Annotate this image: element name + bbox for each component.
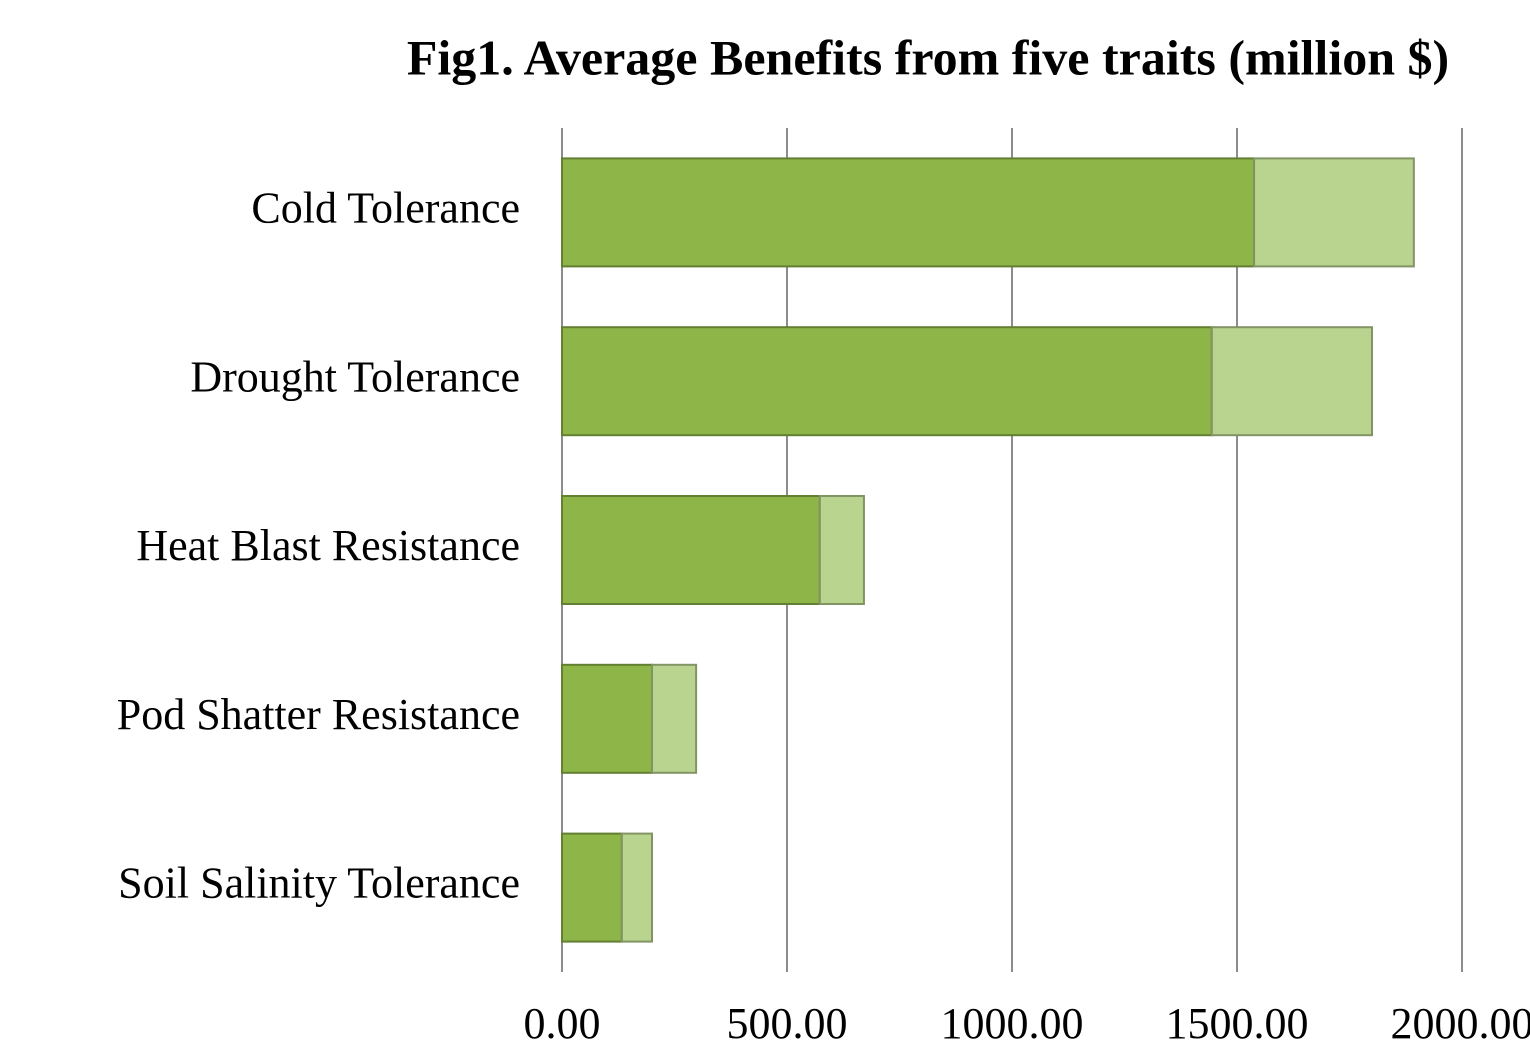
bar-segment <box>620 832 653 943</box>
x-tick-label: 2000.00 <box>1391 999 1530 1048</box>
y-tick-label: Soil Salinity Tolerance <box>118 859 520 908</box>
bar-segment <box>561 495 821 605</box>
x-tick-label: 1000.00 <box>941 999 1084 1048</box>
bar-segment <box>651 663 698 774</box>
bar-segment <box>561 663 653 774</box>
bar-segment <box>561 157 1256 268</box>
y-tick-label: Drought Tolerance <box>190 352 520 401</box>
chart-title: Fig1. Average Benefits from five traits … <box>407 29 1449 85</box>
x-tick-label: 500.00 <box>727 999 848 1048</box>
bar-segment <box>818 495 865 605</box>
bar-segment <box>1253 157 1415 268</box>
bar-segment <box>1210 326 1374 437</box>
bar-segment <box>561 326 1213 437</box>
y-tick-label: Heat Blast Resistance <box>136 521 520 570</box>
y-tick-label: Pod Shatter Resistance <box>117 690 520 739</box>
y-tick-label: Cold Tolerance <box>251 183 520 232</box>
bar-segment <box>561 832 623 943</box>
x-tick-label: 1500.00 <box>1166 999 1309 1048</box>
x-tick-label: 0.00 <box>524 999 601 1048</box>
